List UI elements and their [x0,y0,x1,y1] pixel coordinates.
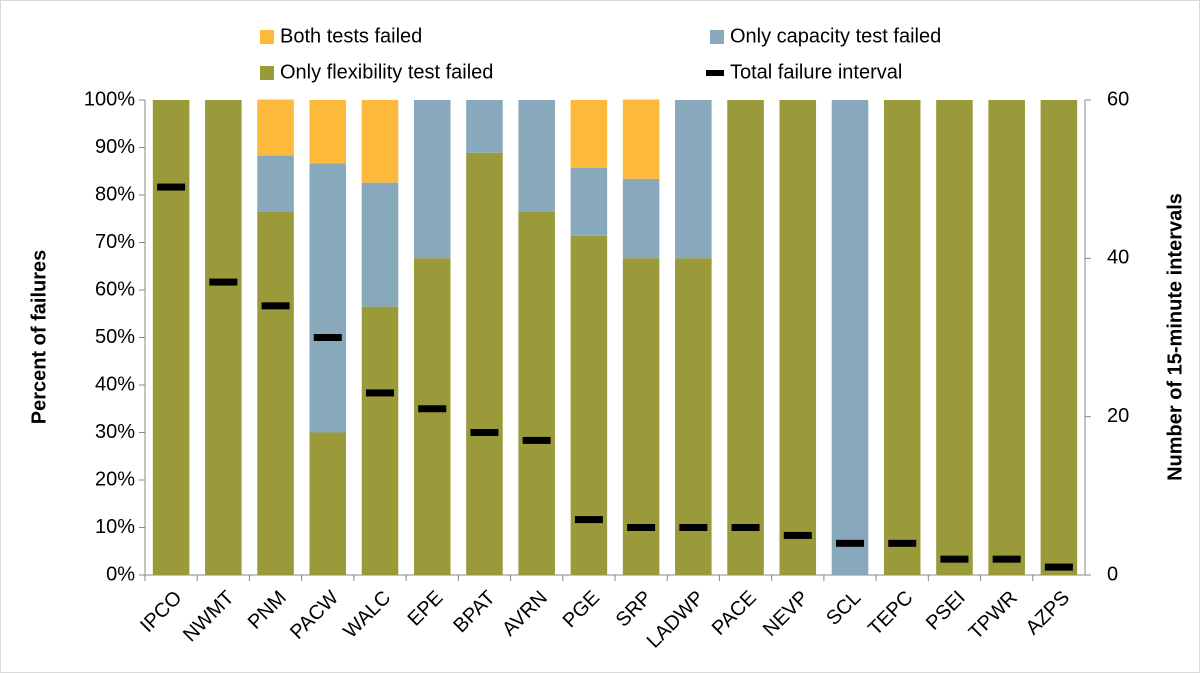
y-tick-label: 80% [95,183,135,205]
marker [940,555,969,563]
bar-segment [309,163,347,433]
bar-segment [570,235,608,575]
legend-label: Both tests failed [280,25,422,47]
bar-segment [518,100,555,212]
y-tick-label: 40% [95,373,135,395]
marker [209,278,238,286]
legend-swatch [260,66,274,80]
marker [366,389,394,397]
bar-segment [936,100,973,575]
bar-segment [257,211,294,575]
y-tick-label: 100% [84,88,135,110]
bar-segment [831,100,869,575]
bar-segment [779,100,817,575]
y-tick-label: 60% [95,278,135,300]
bar-segment [622,258,660,575]
bar-segment [413,258,451,575]
bar-segment [309,100,347,164]
marker [470,429,499,436]
marker [261,302,290,310]
bar-segment [622,99,660,179]
marker [574,516,603,524]
bar-segment [727,100,764,575]
y-tick-label: 30% [95,421,135,443]
marker [418,405,447,413]
y2-tick-label: 20 [1107,405,1129,427]
y2-tick-label: 0 [1107,563,1118,585]
legend-swatch [260,30,274,44]
marker [888,539,917,547]
y-tick-label: 20% [95,468,135,490]
legend-label: Total failure interval [730,61,902,83]
bar-segment [152,100,190,575]
marker [157,183,186,191]
bar-segment [361,306,399,575]
marker [627,524,656,531]
bar-segment [466,152,503,575]
marker [783,531,812,539]
marker [679,524,708,531]
bar-segment [257,155,294,212]
marker [522,436,551,444]
legend-swatch [710,30,724,44]
bar-segment [309,432,347,575]
y2-tick-label: 40 [1107,247,1129,269]
y-axis-title: Percent of failures [28,250,50,425]
bar-segment [675,258,712,575]
bar-segment [570,100,608,168]
y2-tick-label: 60 [1107,88,1129,110]
y-tick-label: 50% [95,326,135,348]
marker [836,539,864,547]
bar-segment [988,100,1025,575]
bar-segment [883,100,921,575]
bar-segment [361,100,399,183]
y-tick-label: 0% [106,563,135,585]
marker [1044,563,1073,571]
bar-segment [257,99,294,156]
marker [992,555,1021,563]
bar-segment [622,178,660,259]
bar-segment [570,167,608,236]
y-tick-label: 10% [95,516,135,538]
legend-label: Only capacity test failed [730,25,941,47]
bar-segment [413,100,451,259]
bar-segment [1040,100,1078,575]
marker [313,334,342,341]
legend-label: Only flexibility test failed [280,61,493,83]
bar-segment [518,211,555,575]
bar-segment [675,100,712,259]
bar-segment [466,100,503,153]
y2-axis-title: Number of 15-minute intervals [1164,193,1186,481]
bar-segment [361,182,399,307]
y-tick-label: 70% [95,231,135,253]
y-tick-label: 90% [95,136,135,158]
marker [731,524,760,531]
bar-segment [205,100,242,575]
legend-swatch [706,70,724,76]
